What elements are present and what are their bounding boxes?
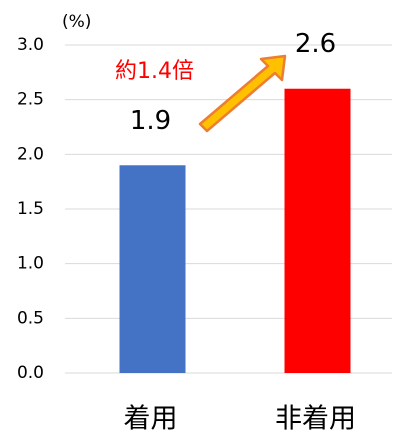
value-label: 2.6: [295, 29, 336, 59]
y-tick-label: 0.0: [17, 363, 44, 383]
y-tick-label: 2.0: [17, 144, 44, 164]
bar: [284, 88, 351, 373]
y-tick-label: 2.5: [17, 90, 44, 110]
y-axis-label: (%): [62, 12, 91, 32]
x-tick-label: 着用: [124, 404, 178, 432]
y-tick-label: 0.5: [17, 308, 44, 328]
value-label: 1.9: [130, 106, 171, 136]
y-tick-label: 1.5: [17, 199, 44, 219]
y-tick-label: 3.0: [17, 35, 44, 55]
x-tick-label: 非着用: [275, 404, 356, 432]
annotation: 約1.4倍: [115, 59, 194, 84]
bar: [119, 165, 186, 373]
y-tick-label: 1.0: [17, 254, 44, 274]
arrow: [198, 54, 287, 133]
